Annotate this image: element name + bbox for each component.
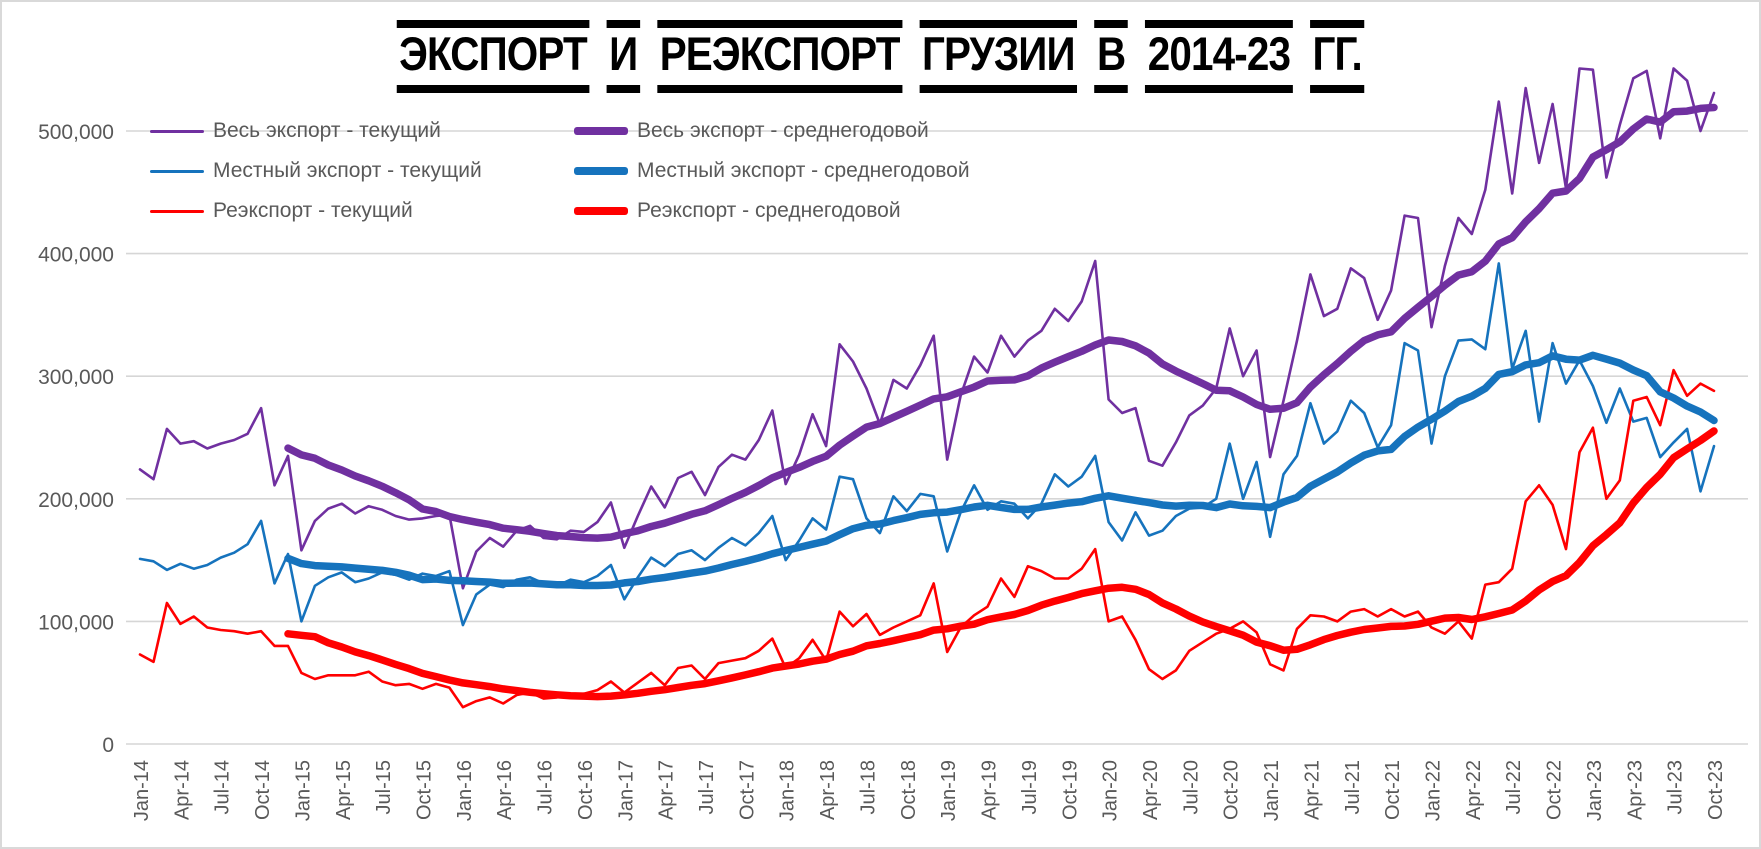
legend-label: Местный экспорт - текущий bbox=[213, 159, 482, 182]
x-axis-label-Jul-18: Jul-18 bbox=[857, 760, 879, 814]
legend-item-5[interactable]: Реэкспорт - среднегодовой bbox=[574, 196, 901, 226]
legend-label: Весь экспорт - среднегодовой bbox=[637, 119, 929, 142]
series-current-2-line bbox=[138, 368, 1716, 709]
x-axis-label-Oct-17: Oct-17 bbox=[736, 760, 758, 820]
legend-label: Весь экспорт - текущий bbox=[213, 119, 441, 142]
series-average-2-line bbox=[284, 427, 1718, 701]
x-axis-label-Jul-14: Jul-14 bbox=[212, 760, 234, 814]
x-axis-label-Oct-18: Oct-18 bbox=[898, 760, 920, 820]
x-axis-label-Jan-15: Jan-15 bbox=[292, 760, 314, 821]
x-axis-label-Jan-23: Jan-23 bbox=[1584, 760, 1606, 821]
x-axis-label-Oct-21: Oct-21 bbox=[1382, 760, 1404, 820]
y-axis-label-2: 200,000 bbox=[38, 489, 114, 512]
series-average-0-line bbox=[284, 103, 1718, 542]
legend-label: Местный экспорт - среднегодовой bbox=[637, 159, 970, 182]
x-axis-label-Jan-17: Jan-17 bbox=[615, 760, 637, 821]
x-axis-label-Apr-20: Apr-20 bbox=[1140, 760, 1162, 820]
legend-line-swatch bbox=[574, 207, 628, 215]
legend-label: Реэкспорт - текущий bbox=[213, 199, 413, 222]
legend-line-swatch bbox=[150, 209, 204, 213]
legend-item-2[interactable]: Местный экспорт - текущий bbox=[150, 156, 482, 186]
y-axis-label-5: 500,000 bbox=[38, 121, 114, 144]
x-axis-label-Jul-22: Jul-22 bbox=[1503, 760, 1525, 814]
x-axis-label-Jul-21: Jul-21 bbox=[1342, 760, 1364, 814]
x-axis-label-Jul-17: Jul-17 bbox=[696, 760, 718, 814]
x-axis-label-Jan-14: Jan-14 bbox=[131, 760, 153, 821]
legend-item-0[interactable]: Весь экспорт - текущий bbox=[150, 116, 441, 146]
x-axis-label-Jan-16: Jan-16 bbox=[454, 760, 476, 821]
legend-item-1[interactable]: Весь экспорт - среднегодовой bbox=[574, 116, 929, 146]
x-axis-label-Oct-14: Oct-14 bbox=[252, 760, 274, 820]
title-word-1: И bbox=[606, 20, 640, 94]
legend-label: Реэкспорт - среднегодовой bbox=[637, 199, 901, 222]
x-axis-label-Apr-19: Apr-19 bbox=[979, 760, 1001, 820]
chart-legend: Весь экспорт - текущий Весь экспорт - сре… bbox=[150, 116, 1050, 246]
y-axis-label-3: 300,000 bbox=[38, 366, 114, 389]
x-axis-label-Oct-16: Oct-16 bbox=[575, 760, 597, 820]
x-axis-label-Jul-19: Jul-19 bbox=[1019, 760, 1041, 814]
x-axis-label-Oct-20: Oct-20 bbox=[1221, 760, 1243, 820]
title-word-4: В bbox=[1094, 20, 1128, 94]
x-axis-label-Jan-21: Jan-21 bbox=[1261, 760, 1283, 821]
x-axis-label-Jan-19: Jan-19 bbox=[938, 760, 960, 821]
y-axis-label-0: 0 bbox=[102, 734, 114, 757]
legend-item-4[interactable]: Реэкспорт - текущий bbox=[150, 196, 413, 226]
x-axis-label-Apr-17: Apr-17 bbox=[656, 760, 678, 820]
x-axis-label-Apr-23: Apr-23 bbox=[1624, 760, 1646, 820]
x-axis-label-Jan-22: Jan-22 bbox=[1422, 760, 1444, 821]
chart-title: ЭКСПОРТ И РЕЭКСПОРТ ГРУЗИИ В 2014-23 ГГ. bbox=[125, 20, 1636, 94]
x-axis-label-Apr-14: Apr-14 bbox=[171, 760, 193, 820]
x-axis-label-Jul-23: Jul-23 bbox=[1665, 760, 1687, 814]
x-axis-label-Oct-19: Oct-19 bbox=[1059, 760, 1081, 820]
x-axis-label-Apr-16: Apr-16 bbox=[494, 760, 516, 820]
legend-line-swatch bbox=[150, 129, 204, 133]
title-word-2: РЕЭКСПОРТ bbox=[657, 20, 903, 94]
series-average-1-line bbox=[284, 351, 1718, 590]
x-axis-label-Apr-21: Apr-21 bbox=[1301, 760, 1323, 820]
x-axis-label-Oct-23: Oct-23 bbox=[1705, 760, 1727, 820]
legend-item-3[interactable]: Местный экспорт - среднегодовой bbox=[574, 156, 970, 186]
x-axis-label-Apr-15: Apr-15 bbox=[333, 760, 355, 820]
title-word-5: 2014-23 bbox=[1145, 20, 1293, 94]
title-word-3: ГРУЗИИ bbox=[919, 20, 1078, 94]
x-axis-label-Apr-22: Apr-22 bbox=[1463, 760, 1485, 820]
x-axis-label-Oct-22: Oct-22 bbox=[1544, 760, 1566, 820]
title-word-0: ЭКСПОРТ bbox=[396, 20, 590, 94]
legend-line-swatch bbox=[150, 169, 204, 173]
x-axis-label-Apr-18: Apr-18 bbox=[817, 760, 839, 820]
x-axis-label-Jul-16: Jul-16 bbox=[535, 760, 557, 814]
x-axis-label-Oct-15: Oct-15 bbox=[414, 760, 436, 820]
legend-line-swatch bbox=[574, 167, 628, 175]
x-axis-label-Jul-20: Jul-20 bbox=[1180, 760, 1202, 814]
title-word-6: ГГ. bbox=[1309, 20, 1365, 94]
x-axis-label-Jan-20: Jan-20 bbox=[1100, 760, 1122, 821]
legend-line-swatch bbox=[574, 127, 628, 135]
x-axis-label-Jul-15: Jul-15 bbox=[373, 760, 395, 814]
x-axis-label-Jan-18: Jan-18 bbox=[777, 760, 799, 821]
y-axis-label-1: 100,000 bbox=[38, 611, 114, 634]
series-current-0-line bbox=[138, 67, 1716, 590]
y-axis-label-4: 400,000 bbox=[38, 244, 114, 267]
